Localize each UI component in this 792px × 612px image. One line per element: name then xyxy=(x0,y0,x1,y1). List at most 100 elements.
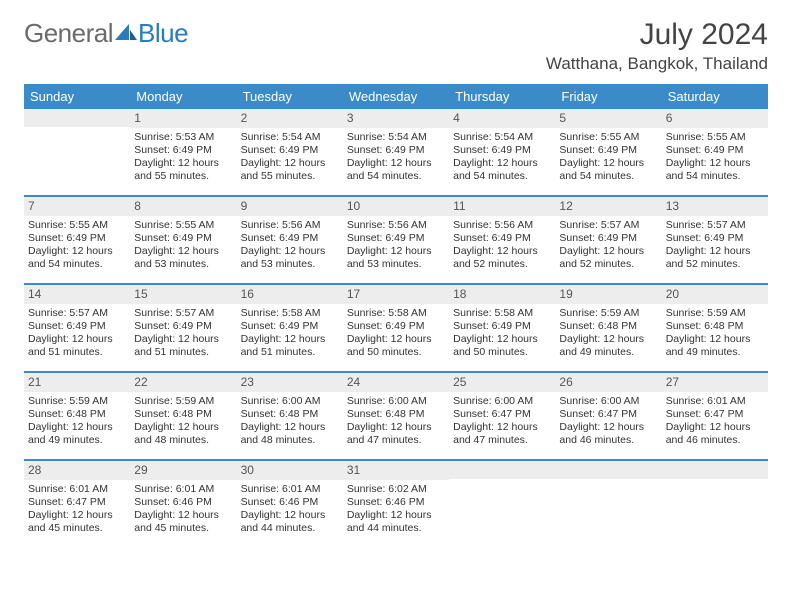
sunrise-text: Sunrise: 6:00 AM xyxy=(559,395,657,408)
daylight-text: Daylight: 12 hours and 46 minutes. xyxy=(559,421,657,447)
day-cell: 31Sunrise: 6:02 AMSunset: 6:46 PMDayligh… xyxy=(343,461,449,547)
dow-sunday: Sunday xyxy=(24,84,130,109)
daylight-text: Daylight: 12 hours and 55 minutes. xyxy=(134,157,232,183)
daylight-text: Daylight: 12 hours and 52 minutes. xyxy=(666,245,764,271)
sunrise-text: Sunrise: 6:01 AM xyxy=(241,483,339,496)
day-cell: 18 Sunrise: 5:58 AMSunset: 6:49 PMDayligh… xyxy=(449,285,555,371)
daylight-text: Daylight: 12 hours and 53 minutes. xyxy=(134,245,232,271)
sunrise-text: Sunrise: 6:01 AM xyxy=(28,483,126,496)
daylight-text: Daylight: 12 hours and 49 minutes. xyxy=(28,421,126,447)
day-number: 18 xyxy=(449,285,555,304)
day-number: 22 xyxy=(130,373,236,392)
title-block: July 2024 Watthana, Bangkok, Thailand xyxy=(546,18,768,74)
day-cell: 2Sunrise: 5:54 AMSunset: 6:49 PMDaylight… xyxy=(237,109,343,195)
sunset-text: Sunset: 6:49 PM xyxy=(559,144,657,157)
sunset-text: Sunset: 6:49 PM xyxy=(453,232,551,245)
daylight-text: Daylight: 12 hours and 54 minutes. xyxy=(453,157,551,183)
dow-tuesday: Tuesday xyxy=(237,84,343,109)
daylight-text: Daylight: 12 hours and 49 minutes. xyxy=(559,333,657,359)
sunset-text: Sunset: 6:48 PM xyxy=(347,408,445,421)
day-number: 4 xyxy=(449,109,555,128)
day-number: 26 xyxy=(555,373,661,392)
day-cell: 20Sunrise: 5:59 AMSunset: 6:48 PMDayligh… xyxy=(662,285,768,371)
day-number: 11 xyxy=(449,197,555,216)
day-cell: 22Sunrise: 5:59 AMSunset: 6:48 PMDayligh… xyxy=(130,373,236,459)
sunrise-text: Sunrise: 5:55 AM xyxy=(666,131,764,144)
dow-saturday: Saturday xyxy=(662,84,768,109)
sunrise-text: Sunrise: 5:53 AM xyxy=(134,131,232,144)
day-number: 13 xyxy=(662,197,768,216)
day-number: 17 xyxy=(343,285,449,304)
sunrise-text: Sunrise: 6:02 AM xyxy=(347,483,445,496)
sunrise-text: Sunrise: 5:57 AM xyxy=(28,307,126,320)
day-cell xyxy=(662,461,768,547)
day-cell: 27Sunrise: 6:01 AMSunset: 6:47 PMDayligh… xyxy=(662,373,768,459)
day-number: 27 xyxy=(662,373,768,392)
sunset-text: Sunset: 6:49 PM xyxy=(241,144,339,157)
sunrise-text: Sunrise: 5:55 AM xyxy=(28,219,126,232)
day-cell: 23Sunrise: 6:00 AMSunset: 6:48 PMDayligh… xyxy=(237,373,343,459)
sunrise-text: Sunrise: 6:01 AM xyxy=(666,395,764,408)
day-number: 21 xyxy=(24,373,130,392)
day-cell: 1Sunrise: 5:53 AMSunset: 6:49 PMDaylight… xyxy=(130,109,236,195)
sunrise-text: Sunrise: 5:56 AM xyxy=(347,219,445,232)
sunset-text: Sunset: 6:49 PM xyxy=(134,232,232,245)
day-cell: 26Sunrise: 6:00 AMSunset: 6:47 PMDayligh… xyxy=(555,373,661,459)
sunset-text: Sunset: 6:49 PM xyxy=(453,144,551,157)
daylight-text: Daylight: 12 hours and 50 minutes. xyxy=(453,333,551,359)
day-cell: 21Sunrise: 5:59 AMSunset: 6:48 PMDayligh… xyxy=(24,373,130,459)
brand-logo: General Blue xyxy=(24,18,188,49)
day-cell xyxy=(555,461,661,547)
sunset-text: Sunset: 6:46 PM xyxy=(347,496,445,509)
dow-thursday: Thursday xyxy=(449,84,555,109)
daylight-text: Daylight: 12 hours and 54 minutes. xyxy=(347,157,445,183)
day-number: 15 xyxy=(130,285,236,304)
sunset-text: Sunset: 6:49 PM xyxy=(241,232,339,245)
weeks-container: 1Sunrise: 5:53 AMSunset: 6:49 PMDaylight… xyxy=(24,109,768,547)
sunrise-text: Sunrise: 5:57 AM xyxy=(559,219,657,232)
day-number: 9 xyxy=(237,197,343,216)
sunrise-text: Sunrise: 6:01 AM xyxy=(134,483,232,496)
sunrise-text: Sunrise: 5:58 AM xyxy=(347,307,445,320)
week-row: 7Sunrise: 5:55 AMSunset: 6:49 PMDaylight… xyxy=(24,195,768,283)
sunset-text: Sunset: 6:47 PM xyxy=(28,496,126,509)
sunrise-text: Sunrise: 5:57 AM xyxy=(666,219,764,232)
day-number: 30 xyxy=(237,461,343,480)
sunrise-text: Sunrise: 6:00 AM xyxy=(347,395,445,408)
sunset-text: Sunset: 6:49 PM xyxy=(347,320,445,333)
dow-friday: Friday xyxy=(555,84,661,109)
day-cell: 24Sunrise: 6:00 AMSunset: 6:48 PMDayligh… xyxy=(343,373,449,459)
daylight-text: Daylight: 12 hours and 50 minutes. xyxy=(347,333,445,359)
sunrise-text: Sunrise: 5:57 AM xyxy=(134,307,232,320)
dow-monday: Monday xyxy=(130,84,236,109)
week-row: 21Sunrise: 5:59 AMSunset: 6:48 PMDayligh… xyxy=(24,371,768,459)
sunrise-text: Sunrise: 5:58 AM xyxy=(453,307,551,320)
daylight-text: Daylight: 12 hours and 54 minutes. xyxy=(666,157,764,183)
daylight-text: Daylight: 12 hours and 48 minutes. xyxy=(241,421,339,447)
day-number: 12 xyxy=(555,197,661,216)
day-number xyxy=(24,109,130,127)
daylight-text: Daylight: 12 hours and 51 minutes. xyxy=(241,333,339,359)
sunset-text: Sunset: 6:49 PM xyxy=(559,232,657,245)
daylight-text: Daylight: 12 hours and 53 minutes. xyxy=(241,245,339,271)
daylight-text: Daylight: 12 hours and 48 minutes. xyxy=(134,421,232,447)
calendar: Sunday Monday Tuesday Wednesday Thursday… xyxy=(24,84,768,547)
sunrise-text: Sunrise: 5:59 AM xyxy=(666,307,764,320)
day-cell: 19Sunrise: 5:59 AMSunset: 6:48 PMDayligh… xyxy=(555,285,661,371)
sunset-text: Sunset: 6:49 PM xyxy=(347,144,445,157)
daylight-text: Daylight: 12 hours and 44 minutes. xyxy=(347,509,445,535)
sunset-text: Sunset: 6:49 PM xyxy=(666,232,764,245)
sunset-text: Sunset: 6:49 PM xyxy=(453,320,551,333)
day-number: 2 xyxy=(237,109,343,128)
sunset-text: Sunset: 6:49 PM xyxy=(28,232,126,245)
day-cell: 3Sunrise: 5:54 AMSunset: 6:49 PMDaylight… xyxy=(343,109,449,195)
day-cell: 6Sunrise: 5:55 AMSunset: 6:49 PMDaylight… xyxy=(662,109,768,195)
sunset-text: Sunset: 6:48 PM xyxy=(241,408,339,421)
day-cell: 16Sunrise: 5:58 AMSunset: 6:49 PMDayligh… xyxy=(237,285,343,371)
daylight-text: Daylight: 12 hours and 45 minutes. xyxy=(28,509,126,535)
week-row: 14Sunrise: 5:57 AMSunset: 6:49 PMDayligh… xyxy=(24,283,768,371)
day-number: 29 xyxy=(130,461,236,480)
sunset-text: Sunset: 6:48 PM xyxy=(28,408,126,421)
day-cell: 14Sunrise: 5:57 AMSunset: 6:49 PMDayligh… xyxy=(24,285,130,371)
day-cell xyxy=(449,461,555,547)
